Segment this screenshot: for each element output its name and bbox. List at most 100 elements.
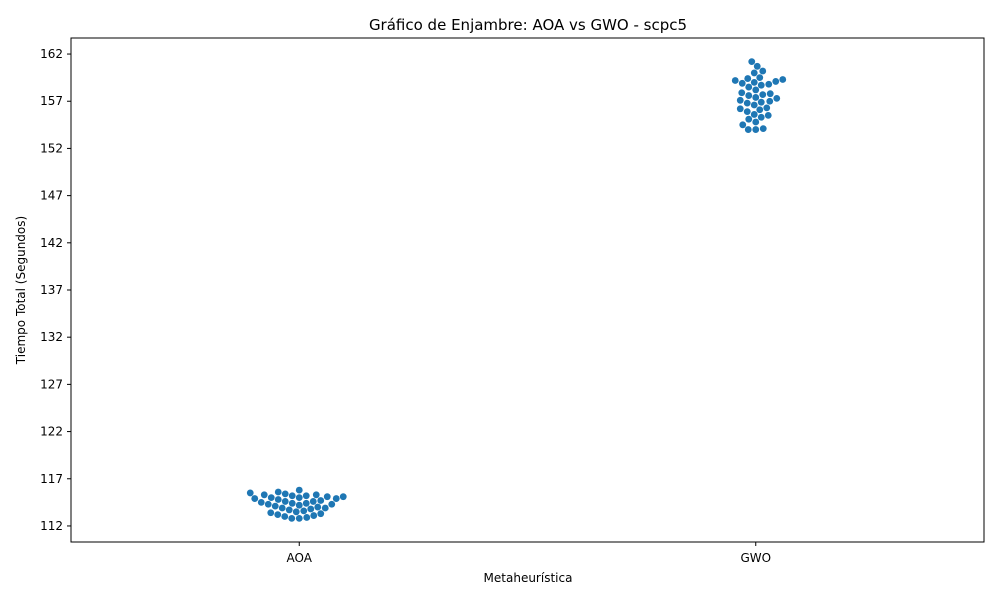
point-GWO-6 <box>757 113 765 121</box>
point-AOA-25 <box>274 496 282 503</box>
point-GWO-14 <box>743 99 751 107</box>
point-AOA-37 <box>246 489 254 497</box>
point-AOA-36 <box>281 490 289 498</box>
point-GWO-8 <box>750 111 758 118</box>
point-AOA-20 <box>302 499 310 507</box>
y-tick-label-2: 122 <box>40 425 63 439</box>
point-AOA-13 <box>321 504 329 512</box>
point-AOA-29 <box>267 494 275 502</box>
point-AOA-23 <box>309 498 317 505</box>
point-GWO-38 <box>748 58 756 65</box>
y-tick-label-0: 112 <box>40 519 63 533</box>
point-AOA-7 <box>267 509 275 517</box>
point-GWO-34 <box>756 74 764 82</box>
y-tick-label-3: 127 <box>40 377 63 391</box>
point-GWO-30 <box>772 78 780 85</box>
point-AOA-27 <box>251 495 259 502</box>
point-GWO-16 <box>766 97 774 105</box>
point-AOA-19 <box>288 499 296 507</box>
point-AOA-39 <box>295 486 303 494</box>
point-GWO-12 <box>763 104 771 112</box>
point-AOA-32 <box>288 492 296 500</box>
x-axis: AOA GWO <box>287 542 771 565</box>
point-AOA-22 <box>281 498 289 505</box>
point-GWO-27 <box>765 80 773 88</box>
point-AOA-31 <box>339 493 347 501</box>
point-GWO-22 <box>766 90 774 98</box>
point-GWO-4 <box>752 118 760 126</box>
point-GWO-31 <box>731 77 739 84</box>
point-AOA-12 <box>278 504 286 512</box>
point-GWO-36 <box>759 67 767 75</box>
point-AOA-24 <box>317 497 325 504</box>
point-AOA-35 <box>260 491 268 499</box>
point-AOA-33 <box>302 492 310 500</box>
plot-frame <box>70 37 985 543</box>
point-GWO-11 <box>736 105 744 113</box>
point-GWO-5 <box>745 115 753 123</box>
point-GWO-24 <box>752 86 760 94</box>
point-GWO-13 <box>750 101 758 109</box>
point-GWO-20 <box>745 92 753 99</box>
point-GWO-19 <box>752 94 760 101</box>
point-GWO-25 <box>745 83 753 91</box>
point-AOA-18 <box>328 500 336 508</box>
point-GWO-10 <box>756 106 764 114</box>
point-GWO-23 <box>738 89 746 97</box>
point-GWO-9 <box>743 108 751 116</box>
point-GWO-29 <box>750 78 758 86</box>
y-axis-label: Tiempo Total (Segundos) <box>14 216 28 365</box>
point-GWO-18 <box>773 95 781 102</box>
point-AOA-6 <box>317 510 325 518</box>
point-AOA-30 <box>323 493 331 501</box>
point-GWO-1 <box>744 126 752 133</box>
point-AOA-9 <box>300 507 308 515</box>
point-AOA-5 <box>274 511 282 519</box>
chart-title: Gráfico de Enjambre: AOA vs GWO - scpc5 <box>369 16 687 34</box>
point-GWO-3 <box>739 121 747 129</box>
point-GWO-33 <box>744 75 752 82</box>
point-AOA-8 <box>292 508 300 516</box>
y-tick-label-8: 152 <box>40 141 63 155</box>
point-AOA-28 <box>295 494 303 502</box>
point-AOA-15 <box>271 502 279 510</box>
data-points <box>246 58 787 522</box>
point-GWO-28 <box>738 79 746 87</box>
point-AOA-21 <box>257 498 265 506</box>
y-tick-label-9: 157 <box>40 94 63 108</box>
point-GWO-26 <box>757 81 765 89</box>
point-GWO-32 <box>779 76 787 83</box>
y-tick-label-7: 147 <box>40 189 63 203</box>
point-AOA-1 <box>288 515 296 522</box>
point-AOA-38 <box>274 488 282 496</box>
point-GWO-15 <box>757 98 765 106</box>
point-AOA-11 <box>307 505 315 513</box>
point-AOA-26 <box>332 495 340 502</box>
point-AOA-34 <box>312 491 320 499</box>
x-tick-label-GWO: GWO <box>740 551 771 565</box>
point-AOA-17 <box>264 500 272 508</box>
point-GWO-17 <box>736 96 744 104</box>
y-tick-label-10: 162 <box>40 47 63 61</box>
point-AOA-2 <box>303 514 311 521</box>
point-GWO-0 <box>752 126 760 133</box>
point-GWO-7 <box>764 111 772 119</box>
point-GWO-21 <box>759 91 767 99</box>
point-AOA-16 <box>295 501 303 509</box>
x-axis-label: Metaheurística <box>484 571 573 585</box>
point-AOA-14 <box>314 503 322 511</box>
y-axis: 112 117 122 127 132 137 142 147 152 157 162 <box>40 47 71 533</box>
point-GWO-2 <box>759 125 767 133</box>
y-tick-label-5: 137 <box>40 283 63 297</box>
y-tick-label-4: 132 <box>40 330 63 344</box>
point-AOA-4 <box>310 512 318 519</box>
point-AOA-3 <box>281 513 289 520</box>
y-tick-label-1: 117 <box>40 472 63 486</box>
point-AOA-0 <box>295 515 303 522</box>
y-tick-label-6: 142 <box>40 236 63 250</box>
point-AOA-10 <box>285 506 293 514</box>
x-tick-label-AOA: AOA <box>287 551 313 565</box>
point-GWO-37 <box>753 62 761 70</box>
point-GWO-35 <box>750 69 758 77</box>
